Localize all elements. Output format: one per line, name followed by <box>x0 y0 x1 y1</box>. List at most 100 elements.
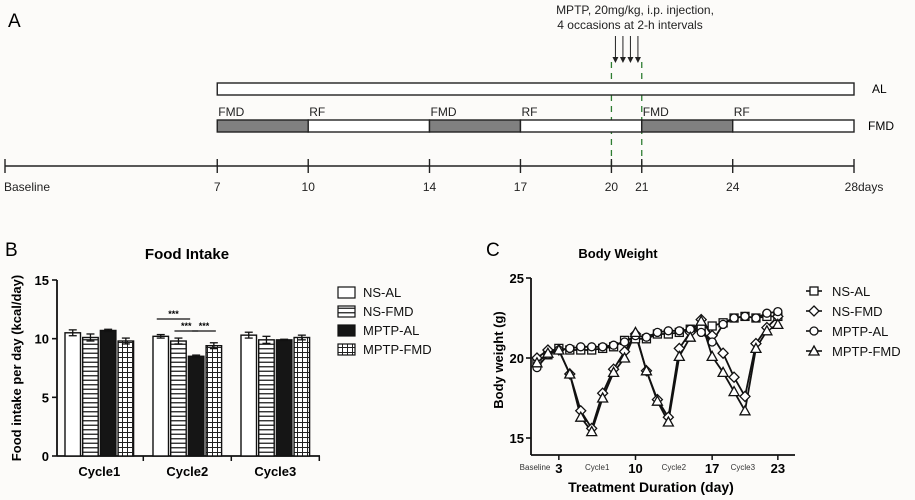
marker-triangle <box>662 415 675 427</box>
marker-triangle <box>618 351 631 363</box>
marker-circle <box>598 342 608 352</box>
food-intake-y-tick-label: 0 <box>42 449 49 464</box>
body-weight-ylabel: Body weight (g) <box>491 311 506 409</box>
bar-mptp-al-cycle1 <box>99 329 117 457</box>
marker-circle <box>707 337 717 347</box>
fmd-diet-bar: FMD RF FMD RF FMD RF <box>216 105 855 133</box>
mptp-annotation-line1: MPTP, 20mg/kg, i.p. injection, <box>556 3 714 17</box>
marker-circle <box>641 332 652 342</box>
marker-triangle <box>760 324 774 336</box>
x-annotation-cycle1: Cycle1 <box>585 463 610 472</box>
bar-mptp-fmd-cycle1 <box>117 340 135 457</box>
food-intake-x-tick-label: Cycle2 <box>166 464 208 479</box>
rf-segment <box>732 119 855 133</box>
food-intake-x-tick-label: Cycle1 <box>78 464 120 479</box>
marker-triangle <box>716 366 730 378</box>
marker-circle <box>608 340 619 350</box>
marker-circle <box>565 343 575 354</box>
injection-arrow-head <box>627 57 634 63</box>
marker-diamond <box>739 390 751 403</box>
panel-a-timeline: A MPTP, 20mg/kg, i.p. injection, 4 occas… <box>4 3 894 194</box>
legend-swatch-mptp-fmd <box>337 343 356 356</box>
markers-mptp-al <box>532 306 783 373</box>
marker-circle <box>663 326 673 336</box>
injection-arrow-head <box>619 57 626 63</box>
injection-arrows <box>612 36 641 63</box>
marker-triangle <box>738 404 752 416</box>
segment-label: FMD <box>431 105 457 119</box>
timeline-tick-label: 21 <box>635 180 649 194</box>
marker-circle <box>751 313 761 323</box>
marker-circle <box>809 326 819 336</box>
timeline-tick-label: 24 <box>726 180 740 194</box>
significance-stars: *** <box>181 321 192 331</box>
x-annotation-baseline: Baseline <box>520 463 551 472</box>
timeline-tick-label: Baseline <box>4 180 50 194</box>
segment-label: FMD <box>643 105 669 119</box>
legend-swatch-ns-al <box>337 286 356 299</box>
marker-triangle <box>530 356 544 368</box>
marker-square <box>707 321 717 331</box>
legend-label: MPTP-FMD <box>363 342 432 357</box>
bar-ns-fmd-cycle3 <box>258 339 275 457</box>
food-intake-y-tick-label: 5 <box>42 390 49 405</box>
legend-label: NS-FMD <box>363 304 414 319</box>
bar-mptp-fmd-cycle2 <box>205 345 223 457</box>
fmd-segment <box>641 119 734 133</box>
legend-label: NS-AL <box>832 284 870 299</box>
al-diet-bar <box>216 82 855 96</box>
marker-triangle <box>651 394 664 406</box>
body-weight-y-tick-label: 25 <box>510 271 524 286</box>
body-weight-x-tick-label: 3 <box>555 461 562 476</box>
segment-label: RF <box>521 105 537 119</box>
legend-label: MPTP-AL <box>832 324 888 339</box>
panel-b-letter: B <box>5 240 18 261</box>
mptp-dashed-markers <box>610 62 643 166</box>
segment-label: RF <box>309 105 325 119</box>
marker-diamond <box>728 371 740 384</box>
marker-triangle <box>706 350 719 362</box>
injection-arrow-head <box>634 57 641 63</box>
marker-triangle <box>684 330 697 342</box>
significance-stars: *** <box>168 309 179 319</box>
marker-triangle <box>695 314 708 326</box>
panel-c-body-weight: C Body Weight Body weight (g) Treatment … <box>486 240 901 495</box>
marker-circle <box>740 311 750 322</box>
bar-ns-al-cycle2 <box>152 335 170 457</box>
fmd-segment <box>216 119 309 133</box>
marker-triangle <box>563 367 576 379</box>
significance-stars: *** <box>199 321 210 331</box>
panel-c-letter: C <box>486 240 500 261</box>
marker-square <box>809 286 819 296</box>
marker-circle <box>576 342 586 352</box>
marker-circle <box>619 337 630 347</box>
marker-triangle <box>574 410 587 422</box>
legend-swatch-mptp-al <box>337 324 356 337</box>
marker-circle <box>729 313 739 323</box>
marker-triangle <box>596 391 609 403</box>
legend-swatch-ns-fmd <box>337 305 356 318</box>
marker-triangle <box>673 350 686 362</box>
marker-circle <box>696 327 706 338</box>
body-weight-y-tick-label: 20 <box>510 351 524 366</box>
bar-ns-fmd-cycle1 <box>81 336 99 457</box>
x-annotation-cycle2: Cycle2 <box>662 463 687 472</box>
food-intake-y-tick-label: 10 <box>35 332 49 347</box>
body-weight-y-tick-label: 15 <box>510 431 524 446</box>
timeline-tick-label: 20 <box>605 180 619 194</box>
marker-triangle <box>607 366 620 378</box>
injection-arrow-head <box>612 57 619 63</box>
body-weight-title: Body Weight <box>578 246 658 261</box>
bar-ns-fmd-cycle2 <box>169 340 187 457</box>
marker-circle <box>718 319 728 330</box>
marker-triangle <box>749 342 763 354</box>
food-intake-title: Food Intake <box>145 246 229 263</box>
rf-segment <box>307 119 431 133</box>
marker-triangle <box>552 343 565 355</box>
marker-circle <box>762 308 772 318</box>
legend-label: NS-FMD <box>832 304 883 319</box>
marker-triangle <box>807 344 821 356</box>
segment-label: RF <box>734 105 750 119</box>
al-bar-label: AL <box>872 82 887 96</box>
bar-mptp-al-cycle2 <box>187 355 205 457</box>
